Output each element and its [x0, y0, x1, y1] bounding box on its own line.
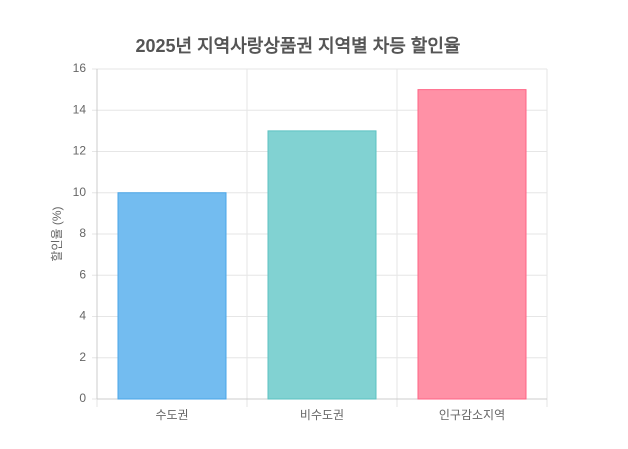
bar: [417, 89, 527, 400]
y-tick-label: 16: [73, 61, 87, 75]
y-tick-label: 4: [79, 309, 86, 323]
x-tick-label: 수도권: [155, 408, 188, 422]
y-tick-label: 2: [79, 350, 86, 364]
y-tick-label: 12: [73, 144, 87, 158]
bar: [117, 192, 227, 400]
x-tick-label: 인구감소지역: [439, 408, 505, 422]
chart-title: 2025년 지역사랑상품권 지역별 차등 할인율: [135, 35, 460, 56]
y-axis-label: 할인율 (%): [50, 206, 64, 261]
y-tick-label: 0: [79, 391, 86, 405]
y-tick-label: 10: [73, 185, 87, 199]
x-tick-label: 비수도권: [300, 408, 344, 422]
bar: [267, 130, 377, 400]
y-tick-label: 14: [73, 102, 87, 116]
y-tick-label: 6: [79, 267, 86, 281]
y-tick-label: 8: [79, 226, 86, 240]
